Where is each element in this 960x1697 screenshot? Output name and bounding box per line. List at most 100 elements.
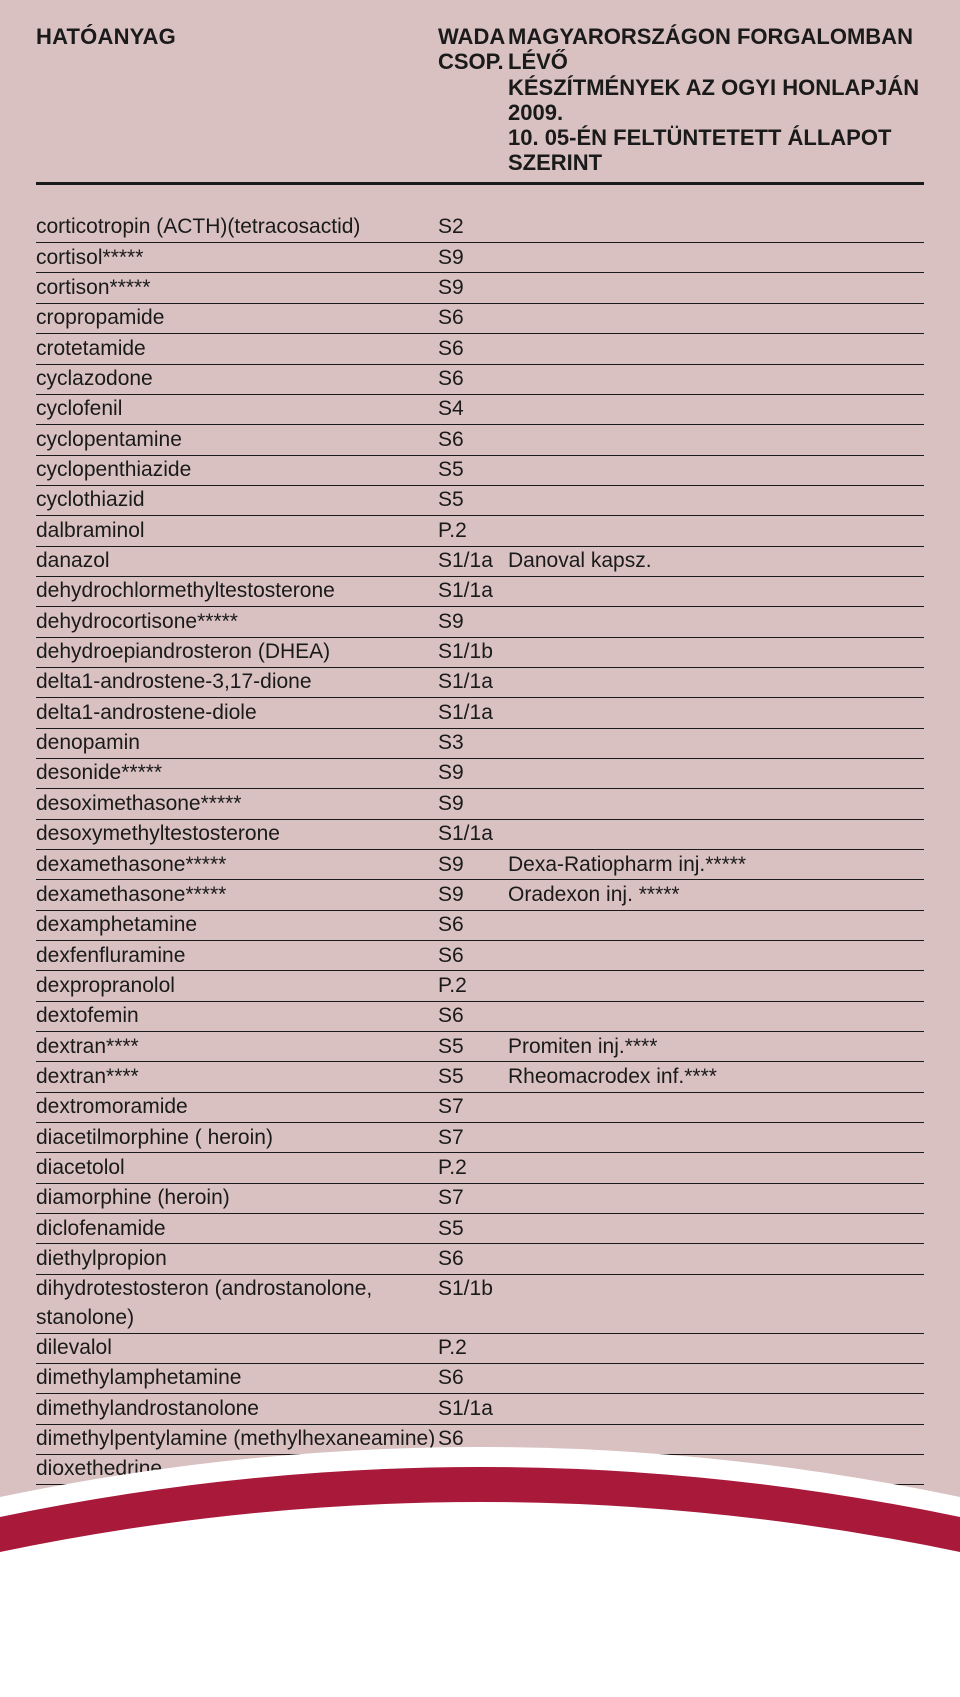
substance-cell: desoxymethyltestosterone bbox=[36, 820, 438, 848]
wada-group-cell: S6 bbox=[438, 365, 508, 393]
wada-group-cell: S6 bbox=[438, 1364, 508, 1392]
table-row: dobutaminS3Dobutamin Admeda inf. bbox=[36, 1516, 924, 1546]
wada-group-cell: S5 bbox=[438, 1063, 508, 1091]
substance-cell: cyclofenil bbox=[36, 395, 438, 423]
substance-cell: dimethylandrostanolone bbox=[36, 1395, 438, 1423]
substance-cell: dehydrocortisone***** bbox=[36, 608, 438, 636]
wada-group-cell: S3 bbox=[438, 729, 508, 757]
substance-cell: cyclopentamine bbox=[36, 426, 438, 454]
substance-cell: dexamethasone***** bbox=[36, 881, 438, 909]
table-row: dexamphetamineS6 bbox=[36, 911, 924, 941]
table-row: crotetamideS6 bbox=[36, 334, 924, 364]
product-cell bbox=[508, 699, 924, 727]
wada-group-cell: S5 bbox=[438, 486, 508, 514]
substance-cell: danazol bbox=[36, 547, 438, 575]
substance-cell: dilevalol bbox=[36, 1334, 438, 1362]
substance-cell: denopamin bbox=[36, 729, 438, 757]
header-wada-line2: CSOP. bbox=[438, 49, 508, 74]
product-cell bbox=[508, 942, 924, 970]
wada-group-cell: S4 bbox=[438, 395, 508, 423]
table-row: dimethylamphetamineS6 bbox=[36, 1364, 924, 1394]
table-row: desonide*****S9 bbox=[36, 759, 924, 789]
table-row: dexfenfluramineS6 bbox=[36, 941, 924, 971]
table-row: diamorphine (heroin)S7 bbox=[36, 1184, 924, 1214]
product-cell bbox=[508, 1425, 924, 1453]
substance-cell: dextofemin bbox=[36, 1002, 438, 1030]
substance-cell: cortison***** bbox=[36, 274, 438, 302]
substance-cell: dioxethedrine bbox=[36, 1455, 438, 1483]
table-row: desoximethasone*****S9 bbox=[36, 789, 924, 819]
wada-group-cell: S6 bbox=[438, 1455, 508, 1483]
product-cell: Dobutamin Admeda inf. bbox=[508, 1516, 924, 1544]
product-cell bbox=[508, 759, 924, 787]
product-cell bbox=[508, 304, 924, 332]
table-row: dioxifedrinS3 bbox=[36, 1485, 924, 1515]
table-row: cropropamideS6 bbox=[36, 304, 924, 334]
wada-group-cell: S6 bbox=[438, 426, 508, 454]
product-cell bbox=[508, 1184, 924, 1212]
wada-group-cell: S1/1a bbox=[438, 820, 508, 848]
substance-cell: corticotropin (ACTH)(tetracosactid) bbox=[36, 213, 438, 241]
substance-cell: dimethylpentylamine (methylhexaneamine) bbox=[36, 1425, 438, 1453]
substance-cell: dihydrotestosteron (androstanolone, stan… bbox=[36, 1275, 438, 1332]
substance-cell: dehydrochlormethyltestosterone bbox=[36, 577, 438, 605]
wada-group-cell: S3 bbox=[438, 1546, 508, 1574]
substance-cell: dextran**** bbox=[36, 1033, 438, 1061]
wada-group-cell: S7 bbox=[438, 1093, 508, 1121]
wada-group-cell: S5 bbox=[438, 456, 508, 484]
product-cell bbox=[508, 517, 924, 545]
table-row: dextromoramideS7 bbox=[36, 1093, 924, 1123]
table-row: dexamethasone*****S9Oradexon inj. ***** bbox=[36, 880, 924, 910]
product-cell bbox=[508, 668, 924, 696]
wada-group-cell: S1/1a bbox=[438, 668, 508, 696]
table-row: denopaminS3 bbox=[36, 729, 924, 759]
product-cell bbox=[508, 790, 924, 818]
product-cell bbox=[508, 1154, 924, 1182]
table-row: dilevalolP.2 bbox=[36, 1334, 924, 1364]
table-row: dexamethasone*****S9Dexa-Ratiopharm inj.… bbox=[36, 850, 924, 880]
table-row: cortisol*****S9 bbox=[36, 243, 924, 273]
table-row: delta1-androstene-3,17-dioneS1/1a bbox=[36, 668, 924, 698]
wada-group-cell: P.2 bbox=[438, 972, 508, 1000]
table-row: dimethylandrostanoloneS1/1a bbox=[36, 1394, 924, 1424]
wada-group-cell: S2 bbox=[438, 213, 508, 241]
header-wada-line1: WADA bbox=[438, 24, 508, 49]
substance-cell: diethylpropion bbox=[36, 1245, 438, 1273]
product-cell bbox=[508, 274, 924, 302]
wada-group-cell: S6 bbox=[438, 942, 508, 970]
substance-cell: dopexamin bbox=[36, 1577, 438, 1605]
table-header: HATÓANYAG WADA CSOP. MAGYARORSZÁGON FORG… bbox=[36, 24, 924, 185]
substance-cell: cortisol***** bbox=[36, 244, 438, 272]
substance-cell: dimethylamphetamine bbox=[36, 1364, 438, 1392]
wada-group-cell: S5 bbox=[438, 1033, 508, 1061]
substance-cell: desonide***** bbox=[36, 759, 438, 787]
table-row: diethylpropionS6 bbox=[36, 1244, 924, 1274]
wada-group-cell: S3 bbox=[438, 1486, 508, 1514]
table-row: dehydrocortisone*****S9 bbox=[36, 607, 924, 637]
header-products-line2: KÉSZÍTMÉNYEK AZ OGYI HONLAPJÁN 2009. bbox=[508, 75, 924, 126]
substance-cell: cyclothiazid bbox=[36, 486, 438, 514]
table-row: dextran****S5Rheomacrodex inf.**** bbox=[36, 1062, 924, 1092]
substance-cell: dexpropranolol bbox=[36, 972, 438, 1000]
product-cell bbox=[508, 1364, 924, 1392]
product-cell bbox=[508, 335, 924, 363]
product-cell bbox=[508, 820, 924, 848]
substance-cell: diacetilmorphine ( heroin) bbox=[36, 1124, 438, 1152]
substance-cell: dexfenfluramine bbox=[36, 942, 438, 970]
substance-table: corticotropin (ACTH)(tetracosactid)S2cor… bbox=[36, 213, 924, 1607]
substance-cell: delta1-androstene-diole bbox=[36, 699, 438, 727]
product-cell: Dobutamin Hexal inf. bbox=[508, 1546, 924, 1574]
product-cell bbox=[508, 608, 924, 636]
wada-group-cell: S6 bbox=[438, 335, 508, 363]
table-row: cortison*****S9 bbox=[36, 273, 924, 303]
product-cell bbox=[508, 1486, 924, 1514]
product-cell bbox=[508, 365, 924, 393]
product-cell bbox=[508, 1215, 924, 1243]
table-row: dexpropranololP.2 bbox=[36, 971, 924, 1001]
table-row: dimethylpentylamine (methylhexaneamine)S… bbox=[36, 1425, 924, 1455]
substance-cell: dexamethasone***** bbox=[36, 851, 438, 879]
table-row: diacetololP.2 bbox=[36, 1153, 924, 1183]
product-cell bbox=[508, 1124, 924, 1152]
substance-cell: diamorphine (heroin) bbox=[36, 1184, 438, 1212]
header-products: MAGYARORSZÁGON FORGALOMBAN LÉVŐ KÉSZÍTMÉ… bbox=[508, 24, 924, 176]
